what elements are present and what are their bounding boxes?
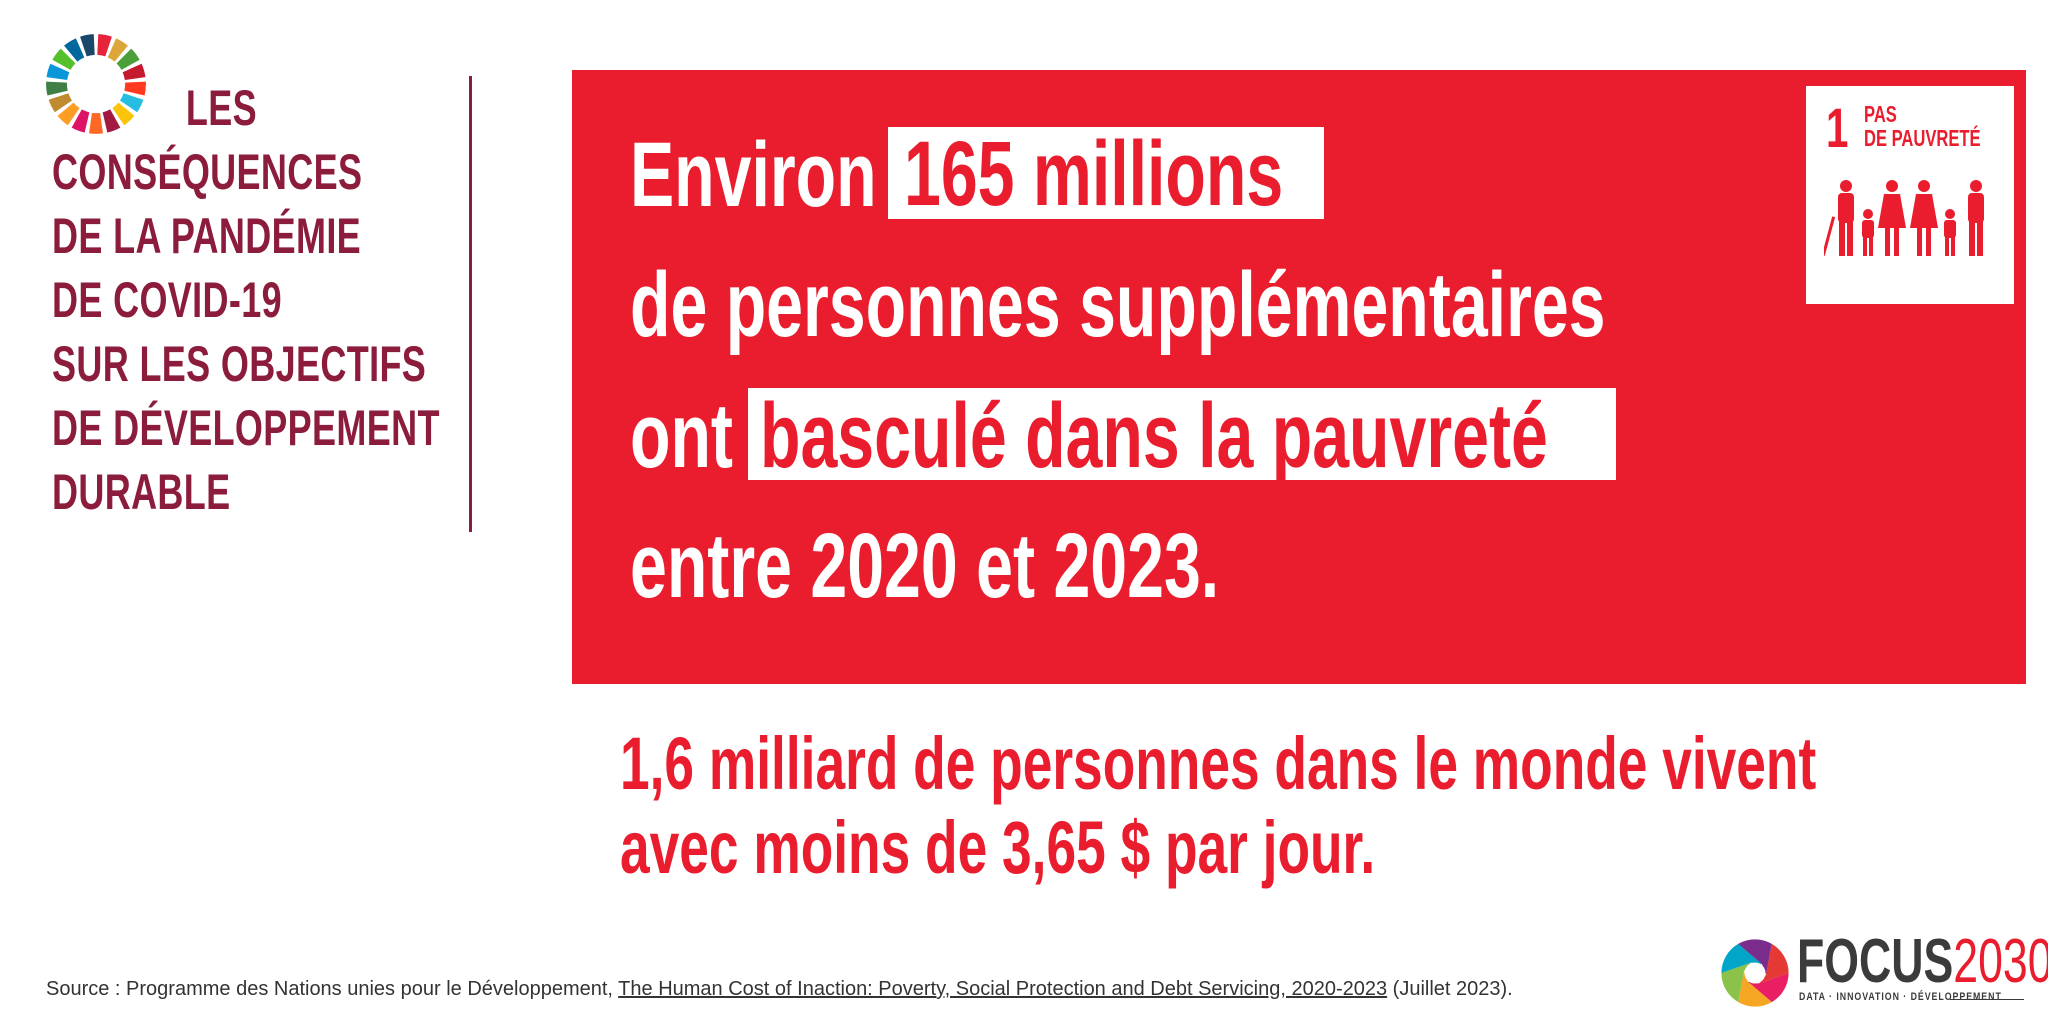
source-prefix: Source : Programme des Nations unies pou…	[46, 978, 619, 1000]
title-line: SUR LES OBJECTIFS	[52, 336, 427, 392]
headline-line-2: de personnes supplémentaires	[630, 253, 1606, 356]
highlight-box	[888, 127, 1324, 219]
logo-rule	[1950, 999, 2024, 1000]
sdg-wheel-icon	[46, 34, 146, 134]
sdg-wheel-segment	[57, 102, 80, 126]
sdg-wheel-segment	[120, 93, 144, 113]
page-title: LES CONSÉQUENCES DE LA PANDÉMIE DE COVID…	[52, 76, 591, 524]
sdg-wheel-segment	[80, 34, 95, 57]
title-line: DE LA PANDÉMIE	[52, 208, 362, 264]
sdg-wheel-segment	[124, 81, 146, 96]
title-line: CONSÉQUENCES	[52, 144, 363, 200]
headline-prefix: Environ	[630, 123, 877, 226]
source-suffix: (Juillet 2023).	[1387, 978, 1513, 1000]
title-line: DE DÉVELOPPEMENT	[52, 400, 440, 456]
headline-line-4: entre 2020 et 2023.	[630, 514, 1220, 617]
logo-year: 2030	[1953, 927, 2048, 996]
sdg-wheel-segment	[64, 38, 85, 62]
sdg-label: PAS	[1864, 101, 1897, 127]
headline-highlight-number: 165 millions	[904, 123, 1284, 225]
title-line: LES	[185, 80, 258, 136]
sdg-wheel-segment	[48, 93, 72, 113]
focus-aperture-center	[1744, 962, 1766, 984]
focus-aperture-blade	[1721, 943, 1763, 973]
sdg-wheel-segment	[112, 102, 135, 126]
sdg-wheel-segment	[122, 63, 146, 81]
sdg-wheel-segment	[46, 81, 68, 96]
headline-line-3: ont	[630, 384, 733, 487]
secondary-statement: 1,6 milliard de personnes dans le monde …	[620, 722, 2048, 890]
logo-word: FOCUS	[1797, 927, 1954, 996]
headline-highlight-text: basculé dans la pauvreté	[760, 385, 1548, 487]
sdg-wheel-segment	[71, 109, 90, 133]
focus-aperture-blade	[1759, 943, 1789, 984]
focus-aperture-blade	[1747, 973, 1789, 1003]
sdg-number: 1	[1826, 96, 1849, 159]
focus-aperture-blade	[1738, 939, 1772, 975]
vertical-divider	[469, 76, 472, 532]
source-title-link[interactable]: The Human Cost of Inaction: Poverty, Soc…	[618, 978, 1388, 1000]
sdg-1-badge: 1 PAS DE PAUVRETÉ	[1806, 86, 2014, 304]
focus-aperture-icon	[1721, 939, 1789, 1007]
source-citation: Source : Programme des Nations unies pou…	[46, 978, 1513, 1001]
sdg-wheel-segment	[107, 38, 128, 62]
sdg-wheel-segment	[46, 63, 70, 81]
secondary-line: 1,6 milliard de personnes dans le monde …	[620, 722, 1817, 805]
sdg-wheel-segment	[52, 48, 76, 70]
sdg-wheel-segment	[102, 109, 121, 133]
sdg-wheel-segment	[97, 34, 112, 57]
focus-aperture-blade	[1721, 962, 1751, 1003]
logo-tagline: DATA · INNOVATION · DÉVELOPPEMENT	[1799, 991, 2002, 1003]
focus-logo: FOCUS2030	[1797, 931, 2048, 993]
title-line: DE COVID-19	[52, 272, 283, 328]
headline-line-1: Environ	[630, 123, 972, 226]
focus-aperture-blade	[1738, 971, 1772, 1007]
family-icon	[1824, 180, 1984, 256]
secondary-line: avec moins de 3,65 $ par jour.	[620, 806, 1376, 889]
title-line: DURABLE	[52, 464, 231, 520]
highlight-box	[748, 388, 1616, 480]
sdg-wheel-segment	[89, 112, 103, 134]
headline-panel: Environ 165 millions de personnes supplé…	[572, 70, 2026, 684]
sdg-wheel-segment	[116, 48, 140, 70]
sdg-label: DE PAUVRETÉ	[1864, 125, 1981, 151]
